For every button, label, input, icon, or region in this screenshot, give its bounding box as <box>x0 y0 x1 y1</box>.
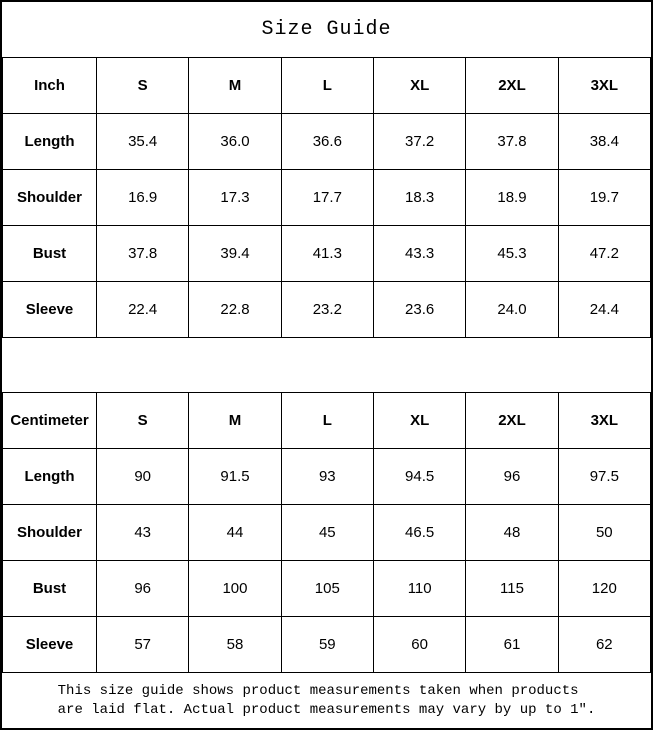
inch-header-row: Inch S M L XL 2XL 3XL <box>2 57 652 114</box>
value-cell: 97.5 <box>557 448 652 505</box>
value-cell: 46.5 <box>372 504 467 561</box>
value-cell: 36.0 <box>188 113 282 170</box>
value-cell: 22.8 <box>188 281 282 338</box>
size-header-cell: L <box>280 392 374 449</box>
row-label-cell: Shoulder <box>2 504 97 561</box>
value-cell: 90 <box>95 448 190 505</box>
size-header-cell: 2XL <box>465 57 559 114</box>
value-cell: 37.8 <box>95 225 190 282</box>
value-cell: 17.7 <box>280 169 374 226</box>
value-cell: 17.3 <box>188 169 282 226</box>
value-cell: 93 <box>280 448 374 505</box>
table-row: Shoulder 43 44 45 46.5 48 50 <box>2 504 652 561</box>
value-cell: 96 <box>95 560 190 617</box>
value-cell: 23.6 <box>372 281 467 338</box>
value-cell: 43.3 <box>372 225 467 282</box>
value-cell: 48 <box>465 504 559 561</box>
value-cell: 120 <box>557 560 652 617</box>
row-label-cell: Bust <box>2 225 97 282</box>
value-cell: 36.6 <box>280 113 374 170</box>
value-cell: 44 <box>188 504 282 561</box>
value-cell: 37.2 <box>372 113 467 170</box>
value-cell: 96 <box>465 448 559 505</box>
value-cell: 59 <box>280 616 374 673</box>
value-cell: 45 <box>280 504 374 561</box>
table-row: Length 35.4 36.0 36.6 37.2 37.8 38.4 <box>2 113 652 170</box>
value-cell: 60 <box>372 616 467 673</box>
table-row: Bust 37.8 39.4 41.3 43.3 45.3 47.2 <box>2 225 652 282</box>
value-cell: 115 <box>465 560 559 617</box>
value-cell: 61 <box>465 616 559 673</box>
size-header-cell: XL <box>372 392 467 449</box>
value-cell: 41.3 <box>280 225 374 282</box>
row-label-cell: Length <box>2 448 97 505</box>
value-cell: 47.2 <box>557 225 652 282</box>
value-cell: 91.5 <box>188 448 282 505</box>
size-header-cell: 3XL <box>557 392 652 449</box>
value-cell: 18.3 <box>372 169 467 226</box>
value-cell: 19.7 <box>557 169 652 226</box>
value-cell: 37.8 <box>465 113 559 170</box>
value-cell: 16.9 <box>95 169 190 226</box>
row-label-cell: Shoulder <box>2 169 97 226</box>
row-label-cell: Bust <box>2 560 97 617</box>
size-header-cell: 3XL <box>557 57 652 114</box>
value-cell: 35.4 <box>95 113 190 170</box>
value-cell: 100 <box>188 560 282 617</box>
value-cell: 110 <box>372 560 467 617</box>
value-cell: 58 <box>188 616 282 673</box>
value-cell: 18.9 <box>465 169 559 226</box>
value-cell: 105 <box>280 560 374 617</box>
size-header-cell: S <box>95 57 190 114</box>
table-row: Sleeve 57 58 59 60 61 62 <box>2 616 652 673</box>
table-row: Length 90 91.5 93 94.5 96 97.5 <box>2 448 652 505</box>
value-cell: 24.4 <box>557 281 652 338</box>
footer-note-band: This size guide shows product measuremen… <box>2 673 651 728</box>
size-header-cell: XL <box>372 57 467 114</box>
value-cell: 45.3 <box>465 225 559 282</box>
cm-unit-header-cell: Centimeter <box>2 392 97 449</box>
value-cell: 23.2 <box>280 281 374 338</box>
value-cell: 43 <box>95 504 190 561</box>
value-cell: 24.0 <box>465 281 559 338</box>
inch-size-table: Inch S M L XL 2XL 3XL Length 35.4 36.0 3… <box>2 57 652 338</box>
value-cell: 39.4 <box>188 225 282 282</box>
size-header-cell: M <box>188 57 282 114</box>
table-row: Shoulder 16.9 17.3 17.7 18.3 18.9 19.7 <box>2 169 652 226</box>
inch-unit-header-cell: Inch <box>2 57 97 114</box>
value-cell: 62 <box>557 616 652 673</box>
value-cell: 57 <box>95 616 190 673</box>
table-spacer <box>2 338 651 392</box>
page-title: Size Guide <box>261 18 392 41</box>
cm-header-row: Centimeter S M L XL 2XL 3XL <box>2 392 652 449</box>
row-label-cell: Length <box>2 113 97 170</box>
size-header-cell: S <box>95 392 190 449</box>
row-label-cell: Sleeve <box>2 281 97 338</box>
centimeter-size-table: Centimeter S M L XL 2XL 3XL Length 90 91… <box>2 392 652 673</box>
size-header-cell: L <box>280 57 374 114</box>
row-label-cell: Sleeve <box>2 616 97 673</box>
value-cell: 22.4 <box>95 281 190 338</box>
value-cell: 38.4 <box>557 113 652 170</box>
size-header-cell: M <box>188 392 282 449</box>
measurement-disclaimer: This size guide shows product measuremen… <box>57 682 596 718</box>
value-cell: 50 <box>557 504 652 561</box>
value-cell: 94.5 <box>372 448 467 505</box>
table-row: Bust 96 100 105 110 115 120 <box>2 560 652 617</box>
size-header-cell: 2XL <box>465 392 559 449</box>
table-row: Sleeve 22.4 22.8 23.2 23.6 24.0 24.4 <box>2 281 652 338</box>
